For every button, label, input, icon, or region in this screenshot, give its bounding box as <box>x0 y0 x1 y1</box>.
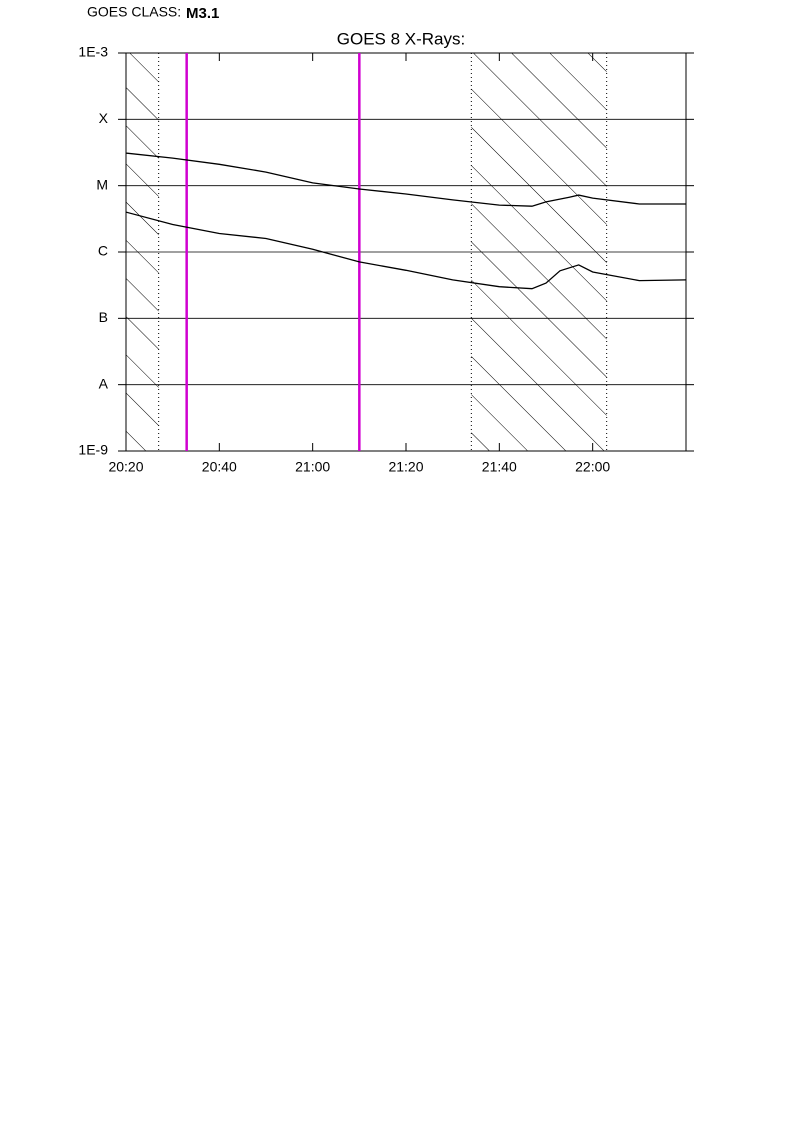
y-tick-label: 1E-9 <box>78 442 108 458</box>
y-tick-label: C <box>98 243 108 259</box>
x-tick-label: 20:40 <box>202 459 237 475</box>
x-tick-label: 22:00 <box>575 459 610 475</box>
class-label: GOES CLASS: <box>87 4 181 20</box>
y-tick-label: B <box>99 309 108 325</box>
y-tick-label: M <box>96 176 108 192</box>
y-tick-label: 1E-3 <box>78 44 108 60</box>
class-value: M3.1 <box>186 5 219 22</box>
flux-line <box>125 211 687 290</box>
x-tick-label: 20:20 <box>108 459 143 475</box>
chart-title: GOES 8 X-Rays: <box>337 29 465 48</box>
y-tick-label: X <box>99 110 109 126</box>
y-tick-label: A <box>99 375 109 391</box>
x-tick-label: 21:40 <box>482 459 517 475</box>
flux-line <box>125 152 686 207</box>
x-tick-label: 21:20 <box>388 459 423 475</box>
x-tick-label: 21:00 <box>295 459 330 475</box>
plot-frame <box>125 52 687 452</box>
